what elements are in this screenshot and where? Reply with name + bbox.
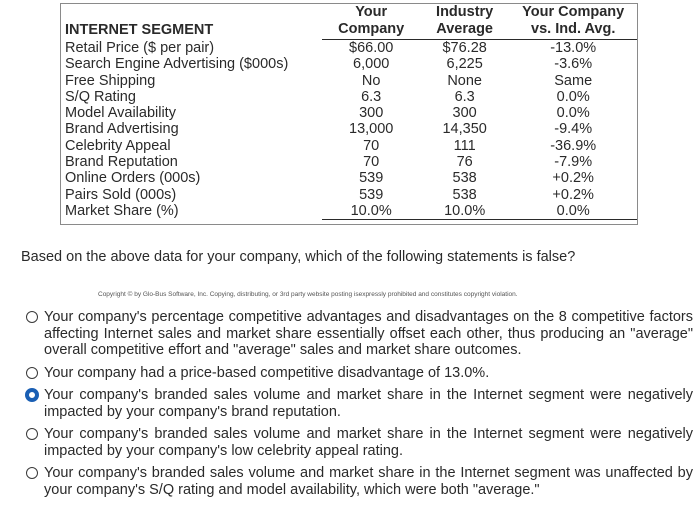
table-row: Pairs Sold (000s) 539 538 +0.2% bbox=[61, 187, 637, 203]
your-company-header: Your Company bbox=[322, 4, 420, 40]
vs-industry-average-value: 0.0% bbox=[509, 202, 637, 221]
answer-option-1[interactable]: Your company's percentage competitive ad… bbox=[23, 309, 693, 359]
answer-option-2[interactable]: Your company had a price-based competiti… bbox=[23, 365, 693, 382]
answer-option-text: Your company had a price-based competiti… bbox=[44, 364, 490, 381]
vs-industry-average-value: -7.9% bbox=[554, 154, 593, 171]
vs-industry-average-value: +0.2% bbox=[552, 170, 594, 187]
vs-industry-average-value: -13.0% bbox=[550, 40, 597, 56]
your-company-value: 70 bbox=[363, 137, 380, 154]
row-label: Search Engine Advertising ($000s) bbox=[65, 56, 289, 73]
answer-option-4[interactable]: Your company's branded sales volume and … bbox=[23, 426, 693, 459]
row-label: Brand Reputation bbox=[65, 154, 178, 171]
answer-option-text: Your company's percentage competitive ad… bbox=[44, 309, 693, 358]
your-company-value: $66.00 bbox=[349, 40, 394, 56]
radio-unselected-icon[interactable] bbox=[26, 366, 38, 379]
vs-industry-average-value: 0.0% bbox=[556, 88, 590, 105]
question-text: Based on the above data for your company… bbox=[21, 249, 576, 265]
industry-average-value: 300 bbox=[452, 105, 477, 122]
your-company-value: No bbox=[361, 72, 381, 89]
table-row: Market Share (%) 10.0% 10.0% 0.0% bbox=[61, 202, 637, 221]
answer-option-text: Your company's branded sales volume and … bbox=[44, 426, 693, 459]
radio-unselected-icon[interactable] bbox=[26, 311, 38, 323]
industry-average-value: $76.28 bbox=[442, 40, 487, 56]
vs-industry-average-value: -36.9% bbox=[550, 137, 597, 154]
your-company-value: 539 bbox=[359, 186, 384, 203]
industry-average-value: 538 bbox=[452, 170, 477, 187]
industry-average-header: Industry Average bbox=[419, 4, 510, 40]
table-row: Celebrity Appeal 70 111 -36.9% bbox=[61, 138, 637, 154]
radio-unselected-icon[interactable] bbox=[26, 428, 38, 440]
internet-segment-table-box: INTERNET SEGMENT Your Company Industry A… bbox=[60, 3, 638, 225]
industry-average-value: None bbox=[447, 72, 482, 89]
row-label: S/Q Rating bbox=[65, 88, 136, 105]
table-row: S/Q Rating 6.3 6.3 0.0% bbox=[61, 89, 637, 105]
industry-average-value: 76 bbox=[456, 154, 473, 171]
row-label: Pairs Sold (000s) bbox=[65, 186, 177, 203]
industry-average-value: 10.0% bbox=[419, 202, 510, 221]
internet-segment-table: INTERNET SEGMENT Your Company Industry A… bbox=[61, 4, 637, 221]
table-row: Free Shipping No None Same bbox=[61, 73, 637, 89]
table-row: Model Availability 300 300 0.0% bbox=[61, 105, 637, 121]
vs-industry-average-header: Your Company vs. Ind. Avg. bbox=[509, 4, 637, 40]
vs-industry-average-value: +0.2% bbox=[552, 186, 594, 203]
industry-average-value: 14,350 bbox=[442, 121, 487, 138]
row-label: Celebrity Appeal bbox=[65, 137, 171, 154]
segment-header: INTERNET SEGMENT bbox=[65, 21, 214, 38]
your-company-value: 6.3 bbox=[361, 88, 382, 105]
vs-industry-average-value: -3.6% bbox=[554, 56, 593, 73]
answer-option-text: Your company's branded sales volume and … bbox=[44, 387, 693, 420]
copyright-notice: Copyright © by Glo-Bus Software, Inc. Co… bbox=[98, 291, 518, 298]
industry-average-value: 6,225 bbox=[446, 56, 483, 73]
your-company-value: 13,000 bbox=[349, 121, 394, 138]
table-row: Retail Price ($ per pair) $66.00 $76.28 -13… bbox=[61, 40, 637, 57]
table-row: Brand Reputation 70 76 -7.9% bbox=[61, 154, 637, 170]
answer-option-3[interactable]: Your company's branded sales volume and … bbox=[23, 387, 693, 420]
industry-average-value: 538 bbox=[452, 186, 477, 203]
row-label: Free Shipping bbox=[65, 72, 156, 89]
your-company-value: 10.0% bbox=[322, 202, 420, 221]
table-row: Search Engine Advertising ($000s) 6,000 6,… bbox=[61, 56, 637, 72]
answer-options: Your company's percentage competitive ad… bbox=[23, 309, 693, 504]
table-row: Brand Advertising 13,000 14,350 -9.4% bbox=[61, 121, 637, 137]
vs-industry-average-value: 0.0% bbox=[556, 105, 590, 122]
row-label: Market Share (%) bbox=[65, 203, 179, 220]
vs-industry-average-value: Same bbox=[554, 72, 593, 89]
row-label: Online Orders (000s) bbox=[65, 170, 201, 187]
radio-selected-icon[interactable] bbox=[25, 388, 39, 402]
answer-option-text: Your company's branded sales volume and … bbox=[44, 465, 693, 498]
your-company-value: 6,000 bbox=[353, 56, 390, 73]
your-company-value: 300 bbox=[359, 105, 384, 122]
answer-option-5[interactable]: Your company's branded sales volume and … bbox=[23, 465, 693, 498]
table-row: Online Orders (000s) 539 538 +0.2% bbox=[61, 170, 637, 186]
vs-industry-average-value: -9.4% bbox=[554, 121, 593, 138]
row-label: Retail Price ($ per pair) bbox=[65, 39, 215, 56]
industry-average-value: 6.3 bbox=[454, 88, 475, 105]
your-company-value: 539 bbox=[359, 170, 384, 187]
your-company-value: 70 bbox=[363, 154, 380, 171]
table-header-row: INTERNET SEGMENT Your Company Industry A… bbox=[61, 4, 637, 40]
row-label: Brand Advertising bbox=[65, 121, 179, 138]
radio-unselected-icon[interactable] bbox=[26, 467, 38, 479]
industry-average-value: 111 bbox=[453, 137, 476, 154]
row-label: Model Availability bbox=[65, 105, 176, 122]
table-body: Retail Price ($ per pair) $66.00 $76.28 -13… bbox=[61, 40, 637, 221]
